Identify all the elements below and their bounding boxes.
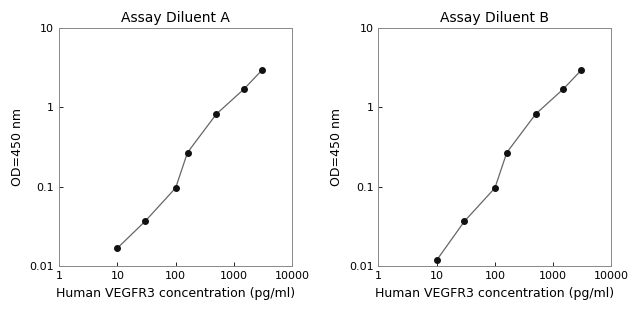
X-axis label: Human VEGFR3 concentration (pg/ml): Human VEGFR3 concentration (pg/ml)	[56, 287, 295, 300]
Title: Assay Diluent B: Assay Diluent B	[440, 11, 549, 25]
Y-axis label: OD=450 nm: OD=450 nm	[11, 108, 24, 186]
X-axis label: Human VEGFR3 concentration (pg/ml): Human VEGFR3 concentration (pg/ml)	[376, 287, 614, 300]
Y-axis label: OD=450 nm: OD=450 nm	[330, 108, 344, 186]
Title: Assay Diluent A: Assay Diluent A	[121, 11, 230, 25]
